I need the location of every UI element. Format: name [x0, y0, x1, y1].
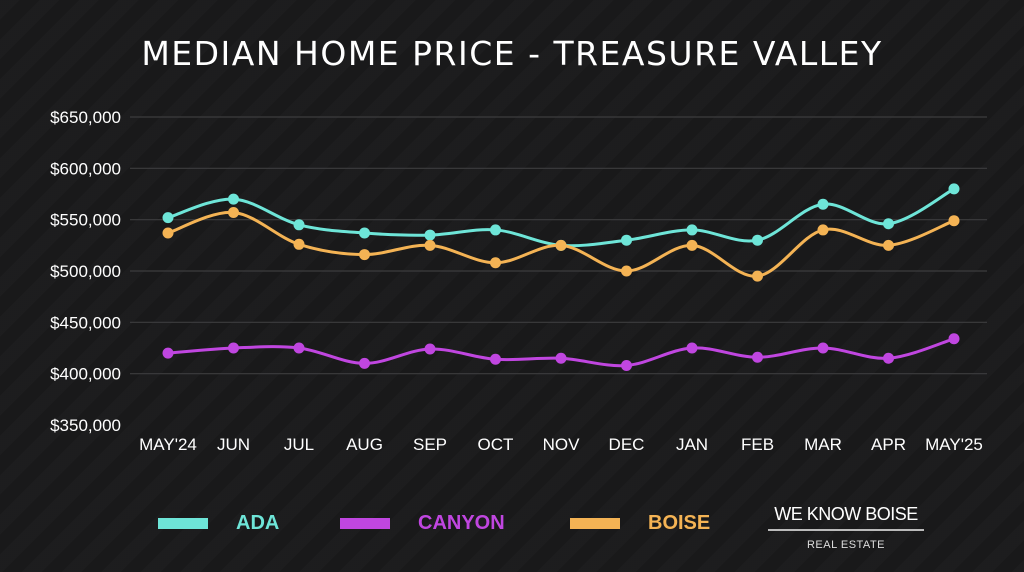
y-tick-label: $500,000 — [50, 262, 121, 281]
y-tick-label: $450,000 — [50, 313, 121, 332]
y-tick-label: $600,000 — [50, 159, 121, 178]
data-point-canyon — [424, 343, 436, 355]
data-point-boise — [752, 270, 763, 282]
y-tick-label: $550,000 — [50, 211, 121, 230]
data-point-canyon — [490, 353, 501, 365]
data-point-boise — [424, 239, 436, 251]
data-point-canyon — [228, 342, 239, 354]
data-point-boise — [948, 215, 960, 227]
y-tick-label: $400,000 — [50, 365, 121, 384]
data-point-canyon — [817, 342, 829, 354]
legend-item-boise: BOISE — [570, 512, 710, 535]
logo-main-text: WE KNOW BOISE — [768, 504, 924, 531]
data-point-ada — [948, 183, 960, 195]
data-point-boise — [883, 239, 894, 251]
data-point-ada — [424, 229, 436, 241]
data-point-canyon — [686, 342, 698, 354]
data-point-ada — [162, 212, 174, 224]
data-point-ada — [621, 234, 632, 246]
x-tick-label: OCT — [478, 435, 514, 454]
x-tick-label: SEP — [413, 435, 447, 454]
data-point-canyon — [621, 359, 632, 371]
x-tick-label: FEB — [741, 435, 774, 454]
x-tick-label: NOV — [543, 435, 581, 454]
data-point-canyon — [293, 342, 305, 354]
data-point-boise — [686, 239, 698, 251]
legend-item-ada: ADA — [158, 512, 279, 535]
legend-label-canyon: CANYON — [418, 512, 505, 534]
data-point-boise — [817, 224, 829, 236]
data-point-boise — [555, 239, 567, 251]
chart-title: MEDIAN HOME PRICE - TREASURE VALLEY — [141, 34, 883, 73]
x-tick-label: APR — [871, 435, 906, 454]
x-tick-label: MAY'24 — [139, 435, 197, 454]
data-point-ada — [686, 224, 698, 236]
data-point-canyon — [555, 352, 567, 364]
y-tick-label: $350,000 — [50, 416, 121, 435]
data-point-canyon — [883, 352, 894, 364]
data-point-ada — [883, 218, 894, 230]
data-point-boise — [162, 227, 174, 239]
data-point-ada — [359, 227, 370, 239]
data-point-boise — [293, 238, 305, 250]
data-point-canyon — [359, 357, 370, 369]
data-point-ada — [752, 234, 763, 246]
data-point-ada — [817, 198, 829, 210]
data-point-boise — [490, 257, 501, 269]
y-tick-label: $650,000 — [50, 108, 121, 127]
data-point-boise — [359, 249, 370, 261]
x-tick-label: JUL — [284, 435, 314, 454]
legend-label-boise: BOISE — [648, 512, 711, 534]
x-tick-label: MAR — [804, 435, 842, 454]
legend-item-canyon: CANYON — [340, 512, 505, 535]
x-tick-label: JUN — [217, 435, 250, 454]
x-tick-label: JAN — [676, 435, 708, 454]
data-point-ada — [293, 219, 305, 231]
legend-swatch-ada — [158, 518, 208, 529]
data-point-canyon — [752, 351, 763, 363]
x-tick-label: DEC — [609, 435, 645, 454]
data-point-canyon — [948, 333, 960, 345]
data-point-ada — [490, 224, 501, 236]
x-tick-label: AUG — [346, 435, 383, 454]
data-point-canyon — [162, 347, 174, 359]
data-point-boise — [228, 206, 239, 218]
legend-label-ada: ADA — [236, 512, 280, 534]
logo-sub-text: REAL ESTATE — [806, 539, 886, 551]
x-tick-label: MAY'25 — [925, 435, 983, 454]
brand-logo: WE KNOW BOISE REAL ESTATE — [768, 504, 924, 551]
legend-swatch-canyon — [340, 518, 390, 529]
data-point-ada — [228, 193, 239, 205]
legend-swatch-boise — [570, 518, 620, 529]
data-point-boise — [621, 265, 632, 277]
